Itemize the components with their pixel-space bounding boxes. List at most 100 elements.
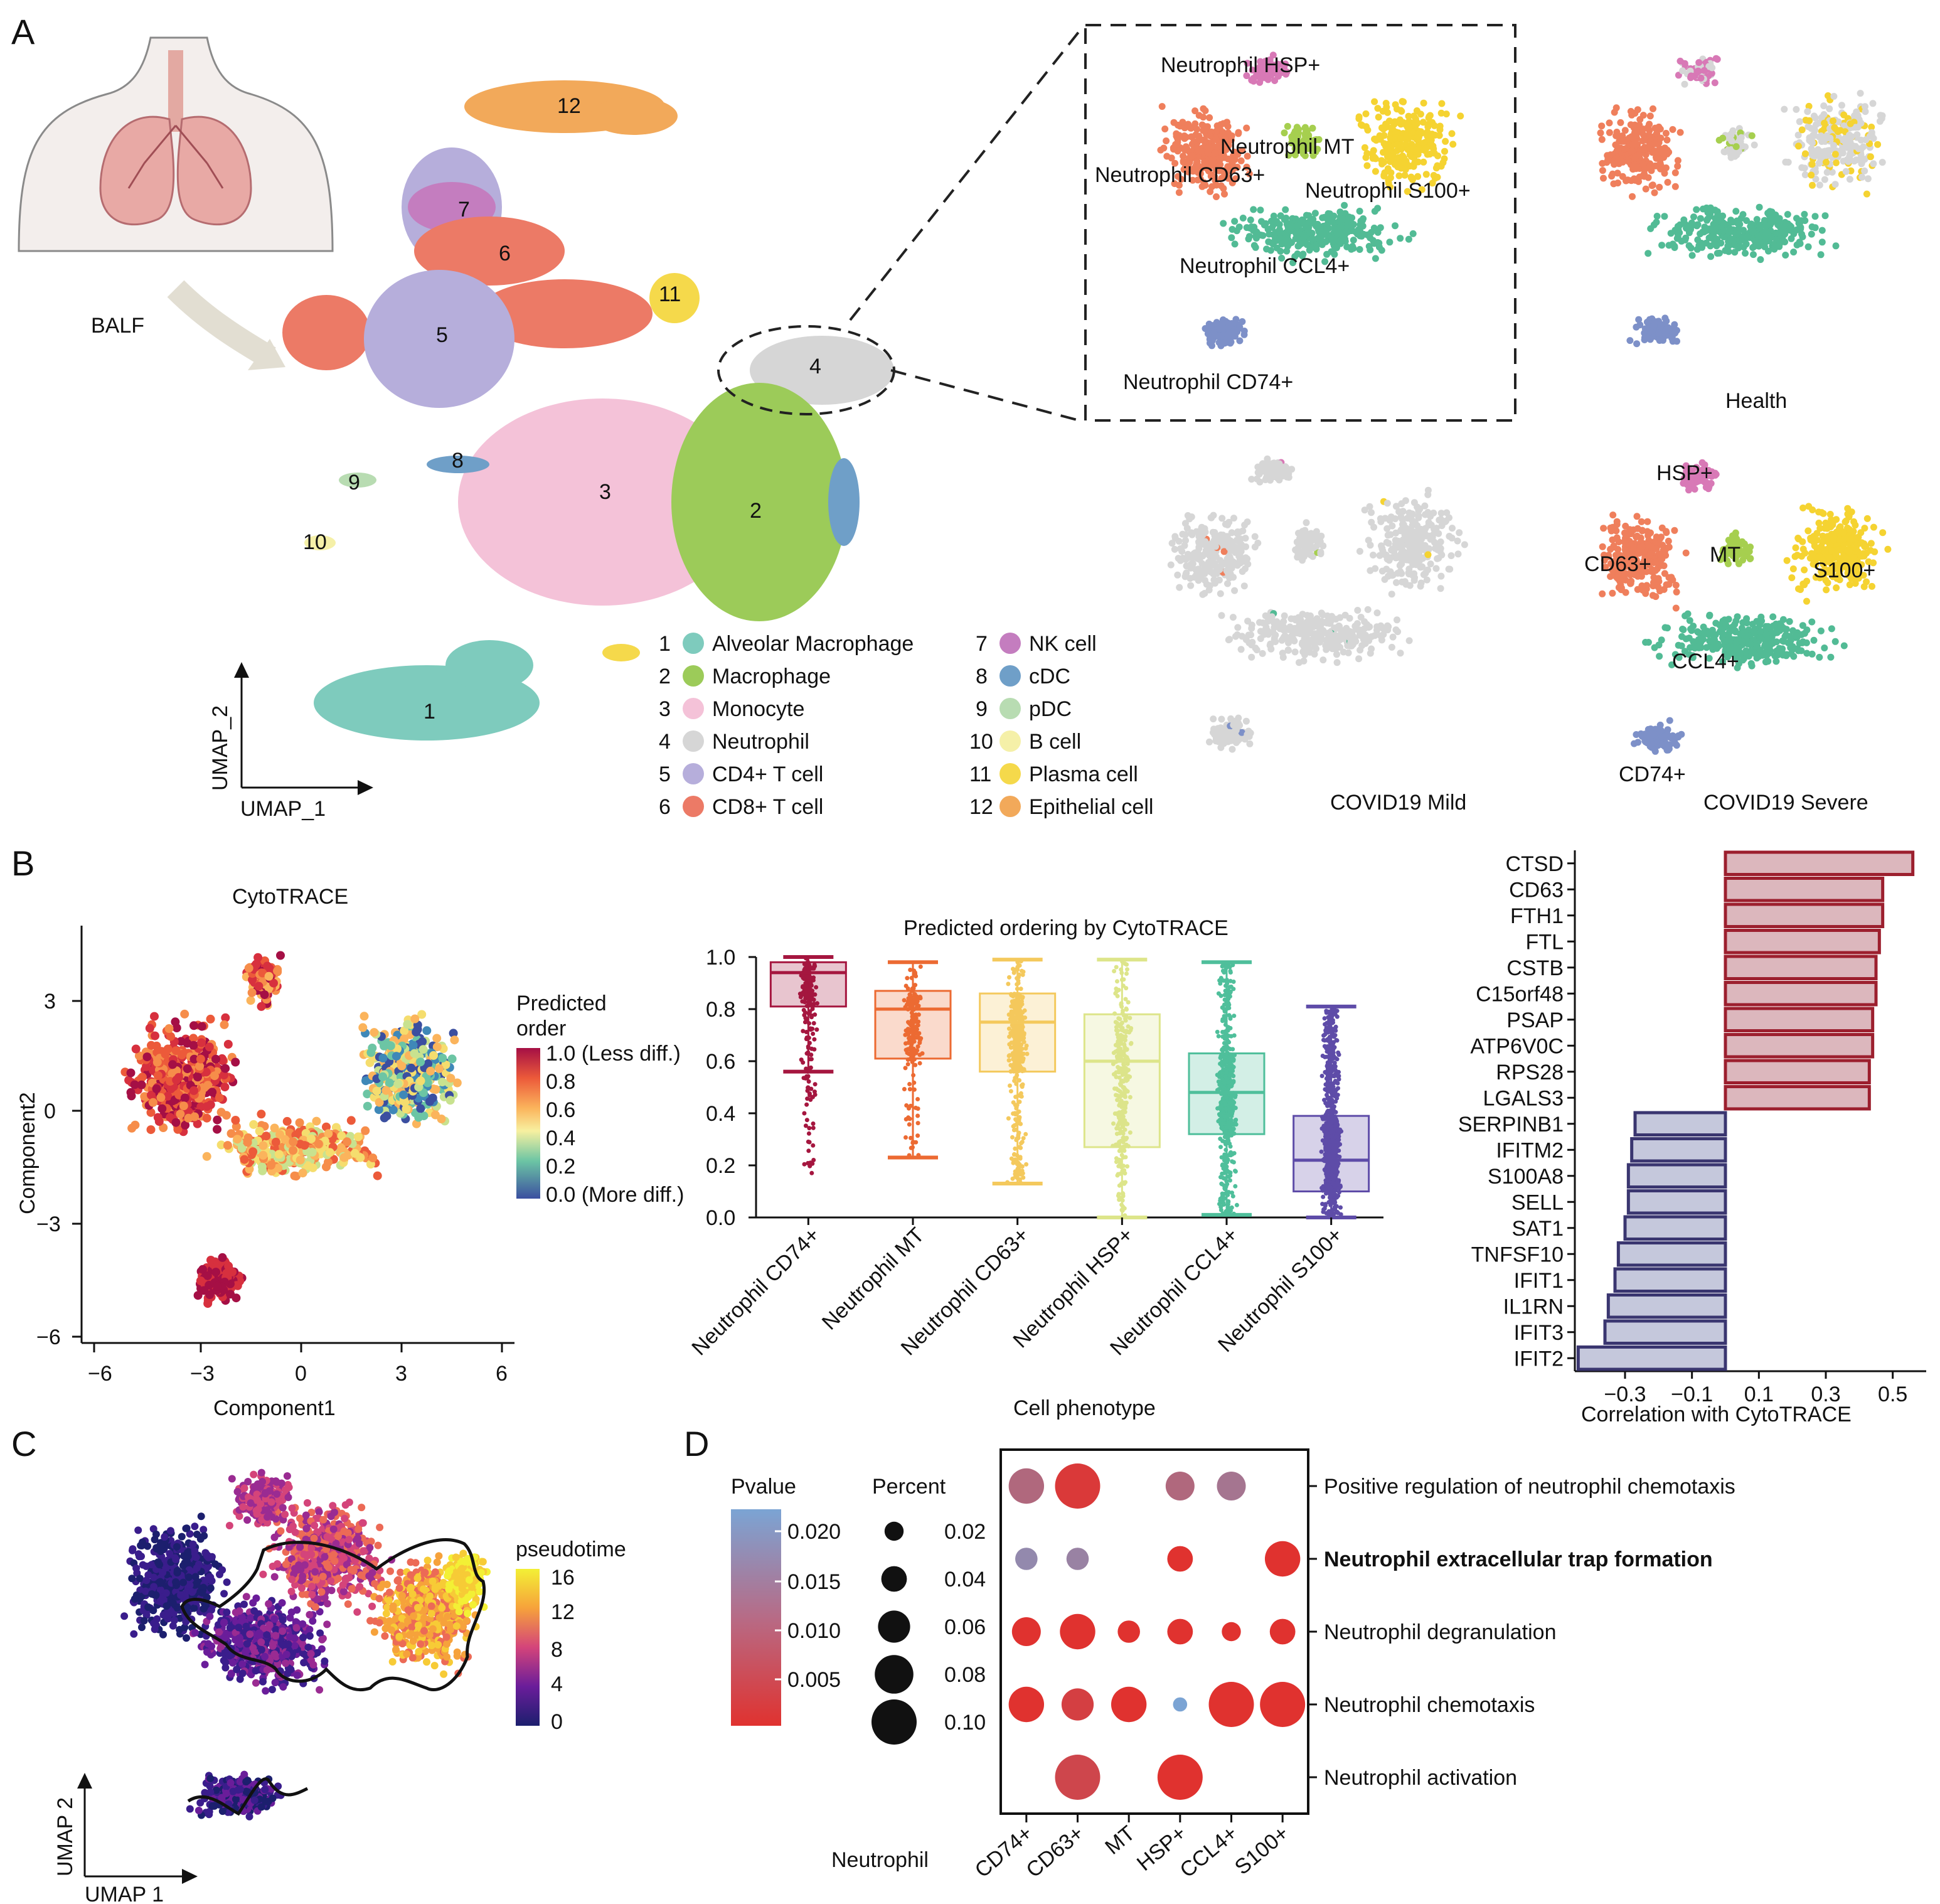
cell-point: [1743, 544, 1750, 551]
cell-point: [1722, 247, 1729, 254]
cell-point: [1218, 515, 1225, 521]
cell-point: [1404, 133, 1410, 140]
cell-point: [1657, 727, 1664, 734]
cell-point: [1372, 255, 1379, 262]
cell-point: [1758, 618, 1765, 624]
cell-point: [1822, 212, 1829, 219]
cell-point: [1710, 232, 1717, 238]
cell-point: [1662, 331, 1669, 338]
cell-point: [1695, 629, 1702, 636]
cell-point: [1232, 240, 1239, 247]
cell-point: [1793, 544, 1799, 551]
cell-point: [1663, 528, 1670, 535]
cell-point: [1843, 168, 1850, 175]
cluster-label: 1: [424, 700, 435, 724]
legend-swatch: [999, 633, 1021, 654]
cell-point: [1431, 172, 1437, 179]
cell-point: [172, 1076, 181, 1084]
cell-point: [1644, 250, 1651, 257]
cell-point: [1762, 658, 1769, 665]
cell-point: [1845, 158, 1852, 165]
cell-point: [138, 1072, 147, 1081]
cell-point: [1695, 59, 1702, 66]
cell-point: [1661, 314, 1668, 321]
cell-point: [1252, 533, 1259, 540]
cell-point: [1665, 538, 1672, 545]
cell-point: [1664, 731, 1671, 738]
cell-point: [1388, 644, 1395, 651]
cell-point: [1338, 628, 1345, 635]
cell-point: [1734, 231, 1740, 238]
cell-point: [1673, 605, 1680, 612]
cell-point: [1231, 218, 1238, 225]
cell-point: [1628, 530, 1634, 537]
cell-point: [1861, 168, 1868, 174]
cluster-label: 2: [750, 499, 762, 523]
cell-point: [1861, 583, 1868, 590]
cell-point: [1207, 550, 1214, 557]
lung-illustration: [19, 38, 333, 251]
cell-point: [1334, 659, 1341, 666]
cell-point: [1241, 582, 1248, 589]
cell-point: [1243, 125, 1250, 132]
cell-point: [1661, 213, 1668, 220]
cell-point: [1383, 565, 1390, 572]
cell-point: [1652, 567, 1659, 574]
cell-point: [1394, 628, 1401, 635]
cell-point: [1609, 590, 1616, 597]
cell-point: [1803, 578, 1810, 585]
legend-number: 1: [659, 632, 671, 656]
cell-point: [1706, 612, 1713, 619]
cell-point: [1271, 619, 1277, 626]
cluster-label: 7: [458, 198, 470, 222]
cell-point: [1180, 555, 1186, 562]
cell-point: [1411, 119, 1418, 126]
cell-point: [1204, 149, 1211, 156]
cell-point: [1295, 126, 1302, 133]
cell-point: [1776, 240, 1783, 247]
cell-point: [193, 1072, 202, 1081]
cell-point: [1786, 618, 1793, 625]
cell-point: [1656, 641, 1663, 648]
cell-point: [1663, 581, 1670, 588]
cell-point: [1781, 106, 1788, 113]
cell-point: [1193, 528, 1200, 535]
cell-point: [1645, 639, 1652, 646]
cell-point: [1228, 234, 1235, 241]
cell-point: [1425, 551, 1432, 558]
cell-point: [1420, 571, 1427, 578]
cell-point: [1740, 243, 1747, 250]
legend-label: Neutrophil: [712, 730, 809, 754]
cell-point: [1285, 646, 1292, 653]
cell-point: [1461, 541, 1468, 548]
cell-point: [1280, 654, 1287, 661]
cell-point: [1262, 220, 1269, 227]
cell-point: [1611, 161, 1618, 168]
cell-point: [213, 1125, 221, 1134]
cell-point: [180, 1010, 189, 1019]
cell-point: [1218, 716, 1225, 723]
cell-point: [1244, 731, 1250, 738]
label-s100: Neutrophil S100+: [1305, 179, 1471, 203]
cell-point: [1362, 144, 1368, 151]
cell-point: [1797, 225, 1804, 232]
legend-swatch: [999, 796, 1021, 817]
cell-point: [1370, 552, 1377, 559]
cell-point: [1841, 643, 1848, 650]
cell-point: [1390, 548, 1397, 555]
cell-point: [1239, 633, 1245, 639]
cell-point: [1812, 224, 1819, 231]
cell-point: [1846, 526, 1853, 533]
cell-point: [1777, 623, 1784, 630]
cell-point: [1406, 637, 1413, 644]
cell-point: [1685, 224, 1692, 231]
cell-point: [1840, 112, 1847, 119]
cell-point: [1801, 567, 1808, 574]
legend-swatch: [999, 763, 1021, 784]
cell-point: [1853, 109, 1860, 115]
cell-point: [1813, 121, 1820, 128]
cell-point: [1219, 320, 1226, 327]
cell-point: [127, 1069, 136, 1078]
cell-point: [1846, 132, 1853, 139]
cell-point: [1392, 161, 1399, 168]
